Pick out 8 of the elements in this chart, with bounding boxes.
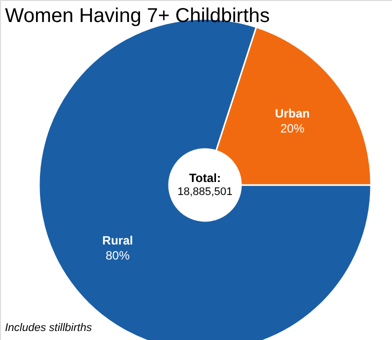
- data-label: 20%: [280, 122, 305, 136]
- text: Total:: [189, 171, 221, 185]
- chart-title: Women Having 7+ Childbirths: [5, 5, 270, 27]
- slice-label: Urban: [275, 106, 310, 121]
- text: Includes stillbirths: [5, 322, 92, 334]
- slice-label: Rural: [102, 233, 133, 248]
- text: 18,885,501: [177, 186, 233, 198]
- data-label: 80%: [106, 248, 130, 262]
